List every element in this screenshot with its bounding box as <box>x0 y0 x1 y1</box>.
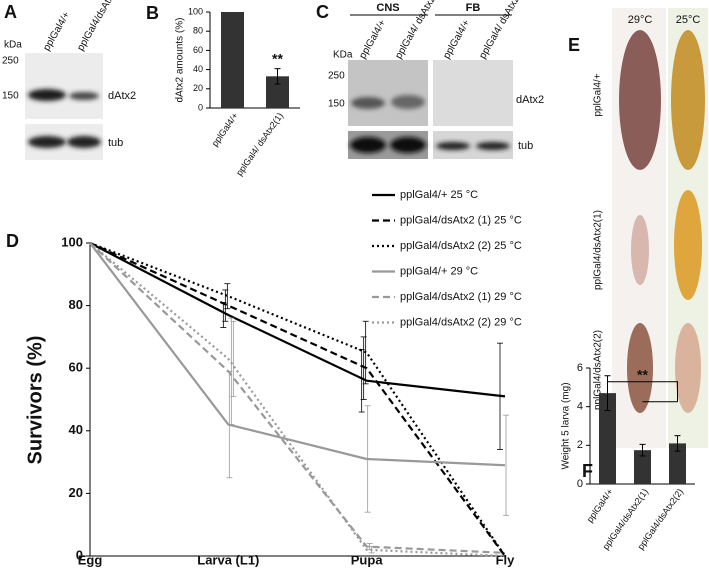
band <box>476 142 510 150</box>
band-label: tub <box>108 137 123 149</box>
band-label: tub <box>518 140 533 152</box>
x-tick-label: pplGal4/+ <box>210 111 240 149</box>
kda-label: kDa <box>4 40 22 51</box>
band <box>28 136 66 148</box>
x-tick-label: Egg <box>78 552 103 567</box>
band <box>390 137 426 153</box>
y-axis-label: dAtx2 amounts (%) <box>175 17 186 102</box>
panel-letter: B <box>146 3 159 23</box>
y-axis-label: Weight 5 larva (mg) <box>561 382 572 469</box>
row-label: pplGal4/+ <box>593 73 604 116</box>
legend-label: pplGal4/dsAtx2 (2) 29 °C <box>400 316 522 328</box>
marker-label: 250 <box>2 56 19 67</box>
x-tick-label: pplGal4/+ <box>585 487 615 525</box>
larva <box>674 190 702 300</box>
blot <box>433 60 513 126</box>
y-tick-label: 2 <box>577 439 583 451</box>
larva <box>627 323 653 413</box>
bar <box>221 12 244 108</box>
band <box>436 142 470 150</box>
row-label: pplGal4/dsAtx2(2) <box>593 330 604 410</box>
y-axis-label: Survivors (%) <box>24 336 46 465</box>
y-tick-label: 0 <box>577 478 583 490</box>
lane-label: pplGal4/ dsAtx2(1) <box>477 0 528 61</box>
panel-letter: A <box>4 2 17 22</box>
lane-label: pplGal4/dsAtx2(1) <box>75 0 125 53</box>
column-label: 29°C <box>628 14 653 26</box>
larva <box>631 215 649 285</box>
y-tick-label: 80 <box>193 26 203 36</box>
panel-letter: E <box>568 35 580 55</box>
y-tick-label: 6 <box>577 362 583 374</box>
band-label: dAtx2 <box>108 90 136 102</box>
series-line <box>89 242 506 554</box>
legend-label: pplGal4/dsAtx2 (2) 25 °C <box>400 240 522 252</box>
y-tick-label: 100 <box>61 234 83 249</box>
y-tick-label: 0 <box>76 547 83 562</box>
band <box>350 137 386 153</box>
significance: ** <box>272 50 283 66</box>
blot <box>348 60 428 126</box>
group-label: FB <box>466 2 481 14</box>
band <box>69 92 99 100</box>
larva <box>671 30 705 170</box>
x-tick-label: Larva (L1) <box>197 552 259 567</box>
bar <box>634 450 651 484</box>
y-tick-label: 100 <box>188 6 203 16</box>
y-tick-label: 40 <box>69 422 83 437</box>
panel-letter: C <box>316 2 329 22</box>
bar <box>669 443 686 484</box>
panel-letter: D <box>6 231 19 251</box>
y-tick-label: 80 <box>69 297 83 312</box>
y-tick-label: 4 <box>577 401 583 413</box>
column-label: 25°C <box>676 14 701 26</box>
panel-a: A kDa 250 150 pplGal4/+ pplGal4/dsAtx2(1… <box>2 0 136 160</box>
row-label: pplGal4/dsAtx2(1) <box>593 210 604 290</box>
marker-label: 150 <box>2 91 19 102</box>
y-tick-label: 40 <box>193 64 203 74</box>
band <box>391 95 425 109</box>
panel-c: C CNS FB KDa 250 150 pplGal4/+ pplGal4/ … <box>316 0 544 159</box>
larva <box>619 30 661 170</box>
x-tick-label: Fly <box>496 552 516 567</box>
y-tick-label: 20 <box>193 83 203 93</box>
lane-label: pplGal4/+ <box>357 18 388 61</box>
series-line <box>89 242 506 558</box>
blot <box>25 53 103 119</box>
marker-label: 250 <box>328 71 345 82</box>
panel-letter: F <box>582 461 593 481</box>
legend-label: pplGal4/+ 29 °C <box>400 265 478 277</box>
y-tick-label: 60 <box>69 360 83 375</box>
legend-label: pplGal4/dsAtx2 (1) 29 °C <box>400 291 522 303</box>
lane-label: pplGal4/+ <box>441 18 472 61</box>
bar <box>266 76 289 108</box>
band <box>351 97 385 109</box>
lane-label: pplGal4/+ <box>41 10 72 53</box>
legend-label: pplGal4/+ 25 °C <box>400 189 478 201</box>
lane-label: pplGal4/ dsAtx2(1) <box>393 0 444 61</box>
band <box>67 136 101 148</box>
bar <box>599 393 616 484</box>
larva <box>675 323 701 413</box>
x-tick-label: pplGal4/ dsAtx2(1) <box>234 111 285 178</box>
panel-e: E 29°C 25°C pplGal4/+ pplGal4/dsAtx2(1) … <box>568 8 708 448</box>
band <box>28 89 66 101</box>
series-line <box>89 242 506 398</box>
y-tick-label: 0 <box>198 102 203 112</box>
legend-label: pplGal4/dsAtx2 (1) 25 °C <box>400 214 522 226</box>
marker-label: 150 <box>328 99 345 110</box>
x-tick-label: Pupa <box>351 552 384 567</box>
series-line <box>89 242 506 467</box>
y-tick-label: 20 <box>69 485 83 500</box>
significance: ** <box>637 366 648 382</box>
y-tick-label: 60 <box>193 45 203 55</box>
series-line <box>89 241 506 557</box>
bracket <box>607 381 678 402</box>
band-label: dAtx2 <box>516 94 544 106</box>
kda-label: KDa <box>333 50 353 61</box>
group-label: CNS <box>376 2 399 14</box>
